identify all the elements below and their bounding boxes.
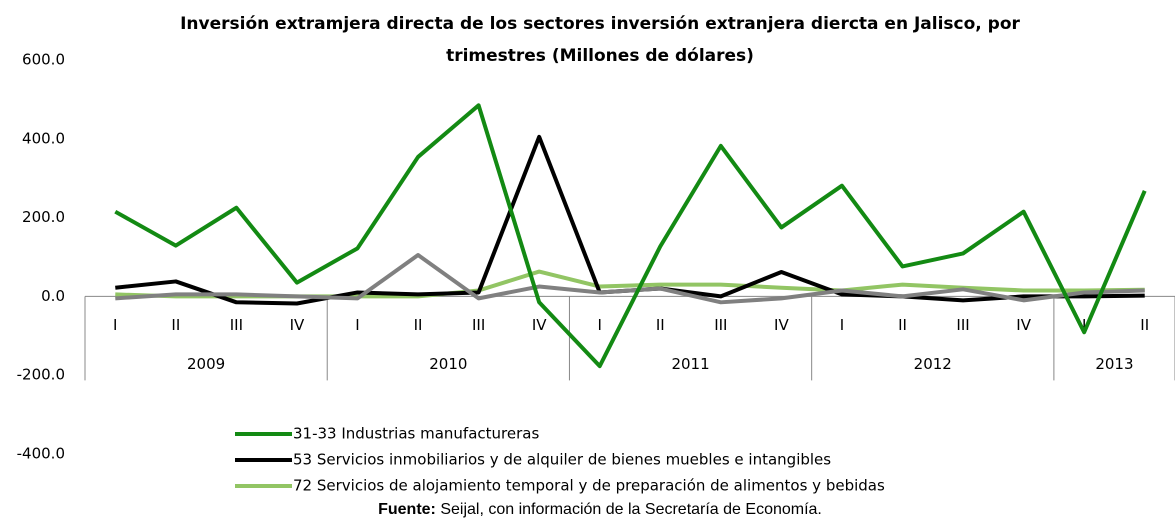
x-tick-label: IV bbox=[774, 316, 789, 334]
x-tick-label: I bbox=[113, 316, 117, 334]
x-tick-label: II bbox=[414, 316, 423, 334]
x-tick-label: IV bbox=[290, 316, 305, 334]
x-group-label: 2011 bbox=[671, 355, 709, 373]
source-label: Fuente: bbox=[378, 501, 436, 518]
x-group-label: 2012 bbox=[914, 355, 952, 373]
x-tick-label: III bbox=[472, 316, 485, 334]
x-tick-label: II bbox=[171, 316, 180, 334]
series-line bbox=[115, 253, 1145, 305]
source: Fuente: Seijal, con información de la Se… bbox=[378, 501, 822, 518]
x-tick-label: II bbox=[1140, 316, 1149, 334]
y-tick-label: 200.0 bbox=[22, 208, 65, 226]
x-tick-label: III bbox=[230, 316, 243, 334]
y-tick-label: -200.0 bbox=[17, 366, 65, 384]
series-line bbox=[114, 103, 1147, 369]
x-tick-label: I bbox=[598, 316, 602, 334]
y-tick-label: 600.0 bbox=[22, 51, 65, 69]
x-group-label: 2010 bbox=[429, 355, 467, 373]
series-line bbox=[115, 134, 1145, 306]
legend-label: 53 Servicios inmobiliarios y de alquiler… bbox=[293, 451, 831, 469]
x-tick-label: II bbox=[898, 316, 907, 334]
x-tick-label: III bbox=[956, 316, 969, 334]
chart-title: trimestres (Millones de dólares) bbox=[446, 46, 754, 66]
x-tick-label: I bbox=[355, 316, 359, 334]
legend-label: 31-33 Industrias manufactureras bbox=[293, 425, 539, 443]
x-group-label: 2009 bbox=[187, 355, 225, 373]
y-tick-label: 400.0 bbox=[22, 129, 65, 147]
x-group-label: 2013 bbox=[1095, 355, 1133, 373]
source-text: Seijal, con información de la Secretaría… bbox=[436, 501, 822, 518]
x-tick-label: I bbox=[840, 316, 844, 334]
y-tick-label: 0.0 bbox=[41, 287, 65, 305]
legend-label: 72 Servicios de alojamiento temporal y d… bbox=[293, 477, 885, 495]
x-tick-label: IV bbox=[532, 316, 547, 334]
y-tick-label: -400.0 bbox=[17, 445, 65, 463]
x-tick-label: II bbox=[656, 316, 665, 334]
chart-title: Inversión extramjera directa de los sect… bbox=[180, 14, 1020, 34]
x-tick-label: I bbox=[1082, 316, 1086, 334]
x-tick-label: III bbox=[714, 316, 727, 334]
x-tick-label: IV bbox=[1016, 316, 1031, 334]
